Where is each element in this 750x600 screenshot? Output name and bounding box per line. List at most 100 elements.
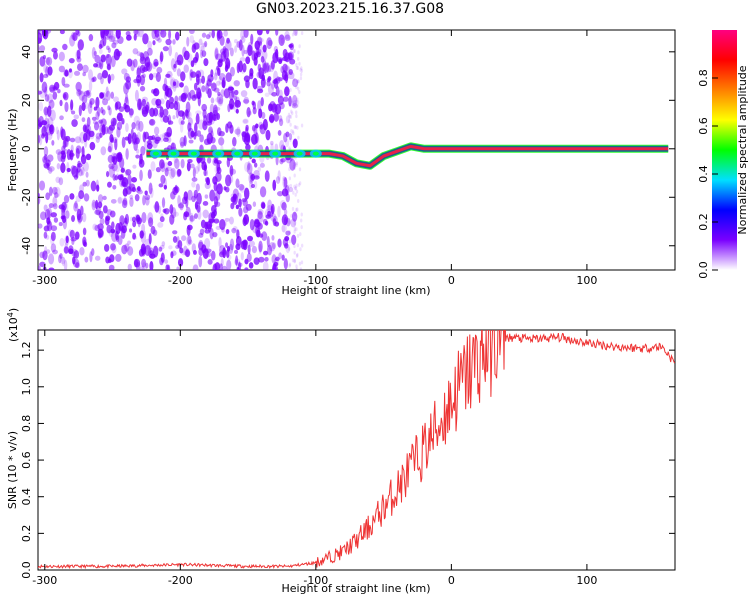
noise-blob xyxy=(299,76,303,81)
noise-blob xyxy=(154,33,161,42)
noise-blob xyxy=(249,174,254,180)
noise-blob xyxy=(98,210,104,220)
noise-blob xyxy=(141,100,145,109)
noise-blob xyxy=(211,30,215,39)
noise-blob xyxy=(46,56,53,66)
x-tick-label: -200 xyxy=(168,274,193,287)
noise-blob xyxy=(110,117,117,127)
noise-blob xyxy=(102,98,109,106)
noise-blob xyxy=(82,212,87,223)
noise-blob xyxy=(52,91,58,100)
noise-blob xyxy=(288,114,292,119)
noise-blob xyxy=(95,199,99,210)
noise-blob xyxy=(191,195,196,203)
noise-blob xyxy=(153,204,159,209)
noise-blob xyxy=(81,117,86,123)
noise-blob xyxy=(297,182,301,187)
noise-blob xyxy=(127,174,132,186)
noise-blob xyxy=(147,169,152,180)
noise-blob xyxy=(276,57,284,63)
noise-blob xyxy=(192,39,196,50)
noise-blob xyxy=(111,42,117,49)
noise-blob xyxy=(200,219,206,229)
noise-blob xyxy=(162,208,167,213)
noise-blob xyxy=(141,258,147,268)
noise-blob xyxy=(111,152,117,161)
noise-blob xyxy=(188,239,193,245)
noise-blob xyxy=(163,77,168,90)
noise-blob xyxy=(296,79,300,84)
noise-blob xyxy=(228,243,234,254)
noise-blob xyxy=(134,89,139,102)
noise-blob xyxy=(131,235,138,240)
noise-blob xyxy=(144,238,151,250)
noise-blob xyxy=(207,223,212,233)
noise-blob xyxy=(265,129,271,141)
noise-blob xyxy=(296,100,300,105)
noise-blob xyxy=(272,179,277,191)
noise-blob xyxy=(133,30,139,35)
noise-blob xyxy=(38,180,46,191)
noise-blob xyxy=(91,199,97,211)
noise-blob xyxy=(201,85,206,93)
noise-blob xyxy=(264,92,270,97)
noise-blob xyxy=(238,262,243,267)
noise-blob xyxy=(38,90,43,95)
noise-blob xyxy=(293,212,297,217)
noise-blob xyxy=(200,42,205,52)
noise-blob xyxy=(256,30,263,36)
noise-blob xyxy=(100,146,107,156)
noise-blob xyxy=(251,245,258,254)
noise-blob xyxy=(64,235,70,246)
noise-blob xyxy=(141,223,146,234)
noise-blob xyxy=(168,102,175,109)
noise-blob xyxy=(50,231,56,242)
noise-blob xyxy=(189,35,195,44)
noise-blob xyxy=(124,243,130,252)
track-blob-core xyxy=(272,151,279,156)
noise-blob xyxy=(114,175,119,181)
noise-blob xyxy=(160,252,165,263)
noise-blob xyxy=(103,30,108,35)
noise-blob xyxy=(294,125,298,130)
noise-blob xyxy=(132,220,137,228)
noise-blob xyxy=(236,126,241,138)
noise-blob xyxy=(97,106,101,117)
noise-blob xyxy=(43,231,48,239)
noise-blob xyxy=(120,181,127,187)
noise-blob xyxy=(187,235,192,245)
noise-blob xyxy=(294,30,297,34)
noise-blob xyxy=(299,267,303,270)
noise-blob xyxy=(82,64,89,74)
noise-blob xyxy=(172,63,177,73)
noise-blob xyxy=(270,140,274,146)
noise-blob xyxy=(64,69,69,77)
noise-blob xyxy=(298,181,302,186)
noise-blob xyxy=(261,202,266,209)
noise-blob xyxy=(288,146,291,151)
noise-blob xyxy=(176,54,184,66)
noise-blob xyxy=(290,109,293,114)
noise-blob xyxy=(69,152,75,157)
noise-blob xyxy=(291,129,295,134)
noise-blob xyxy=(137,98,142,111)
noise-blob xyxy=(112,184,117,190)
noise-blob xyxy=(169,77,176,87)
noise-blob xyxy=(288,37,291,42)
noise-blob xyxy=(266,205,273,213)
noise-blob xyxy=(249,218,255,231)
noise-blob xyxy=(119,173,125,183)
noise-blob xyxy=(210,130,214,139)
noise-blob xyxy=(89,141,96,151)
noise-blob xyxy=(254,132,259,144)
noise-blob xyxy=(136,189,143,195)
noise-blob xyxy=(106,170,110,178)
track-blob-core xyxy=(215,151,222,156)
noise-blob xyxy=(46,249,51,254)
noise-blob xyxy=(142,73,146,79)
noise-blob xyxy=(104,243,110,252)
noise-blob xyxy=(106,53,110,59)
noise-blob xyxy=(141,262,147,270)
noise-blob xyxy=(185,101,191,113)
noise-blob xyxy=(280,158,286,163)
